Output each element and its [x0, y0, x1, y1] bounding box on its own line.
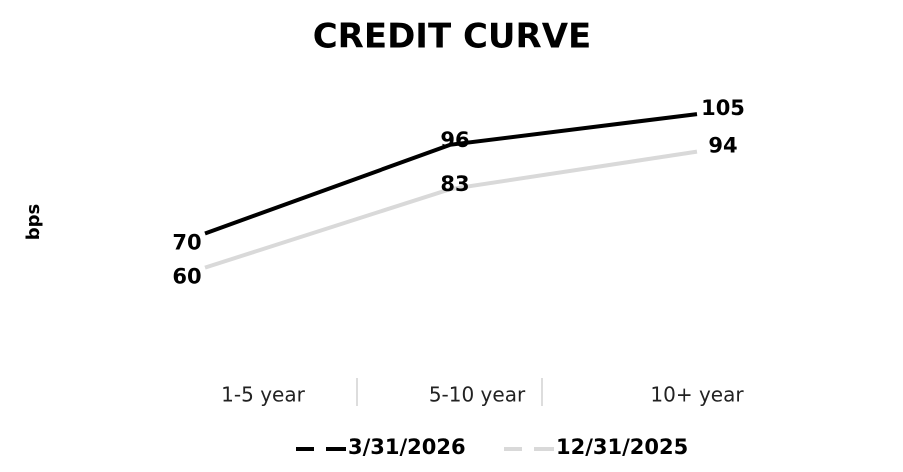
x-tick-label: 10+ year [650, 383, 744, 407]
data-label: 105 [701, 96, 745, 120]
data-label: 83 [440, 172, 469, 196]
x-tick-label: 5-10 year [429, 383, 526, 407]
legend-label: 12/31/2025 [556, 435, 688, 459]
line [204, 112, 698, 236]
data-label: 60 [172, 265, 201, 289]
legend-label: 3/31/2026 [348, 435, 466, 459]
chart-title: CREDIT CURVE [313, 17, 592, 57]
data-label: 96 [440, 128, 469, 152]
y-axis-label: bps [23, 204, 44, 240]
data-label: 70 [172, 231, 201, 255]
line [204, 149, 698, 270]
data-label: 94 [708, 134, 737, 158]
x-tick-label: 1-5 year [221, 383, 305, 407]
